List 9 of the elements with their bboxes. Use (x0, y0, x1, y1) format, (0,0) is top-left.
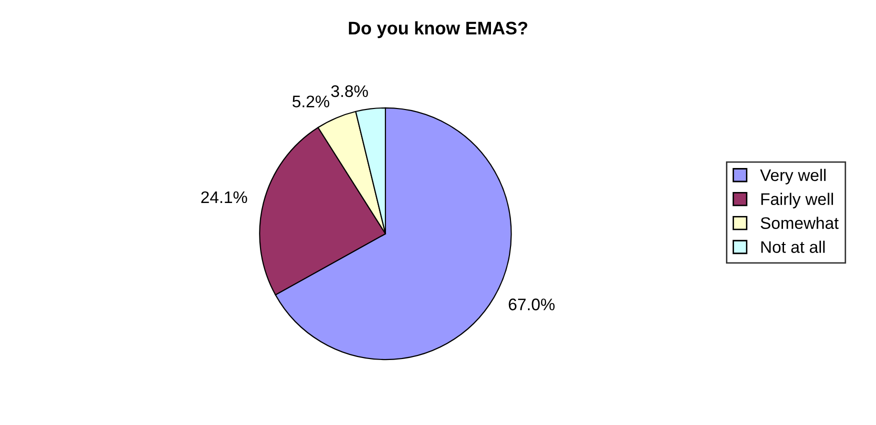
data-label: 24.1% (201, 191, 248, 204)
data-label: 67.0% (508, 298, 555, 310)
legend-label: Very well (760, 168, 826, 184)
legend-label: Somewhat (760, 216, 839, 229)
legend-label: Fairly well (761, 192, 833, 208)
data-label: 5.2% (292, 96, 330, 108)
legend-label: Not at all (761, 240, 825, 253)
chart-title: Do you know EMAS? (348, 21, 528, 38)
data-label: 3.8% (331, 85, 368, 98)
